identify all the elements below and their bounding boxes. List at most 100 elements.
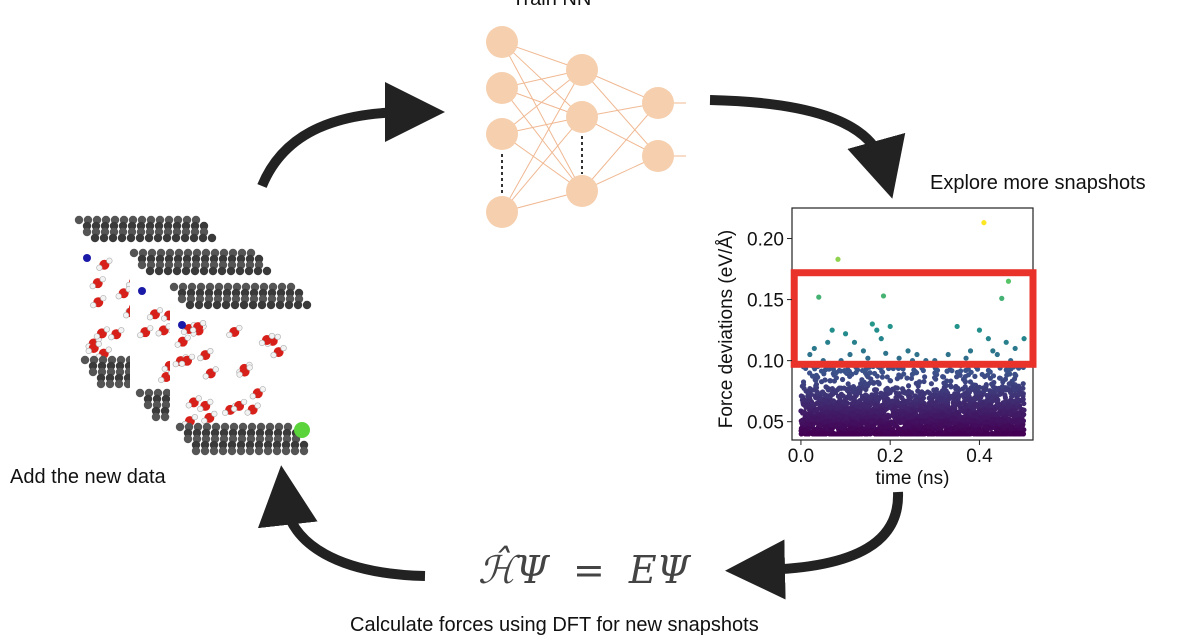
carbon-atom [161, 394, 171, 404]
data-point [1012, 392, 1018, 398]
carbon-atom [96, 373, 106, 383]
carbon-atom [88, 361, 98, 371]
ion-atom [138, 287, 146, 295]
data-point [960, 386, 966, 392]
nn-node [566, 101, 598, 133]
data-point [823, 419, 829, 425]
carbon-atom [126, 233, 136, 243]
carbon-atom [257, 300, 267, 310]
data-point [802, 398, 808, 404]
data-point [955, 385, 961, 391]
data-point [870, 418, 876, 424]
carbon-atom [254, 440, 264, 450]
data-point [965, 417, 971, 423]
hydrogen-atom [230, 405, 238, 413]
carbon-atom [218, 446, 228, 456]
outlier-point [954, 323, 960, 330]
data-point [858, 381, 864, 387]
carbon-atom [91, 221, 101, 231]
hydrogen-atom [115, 293, 122, 300]
x-tick-label: 0.2 [877, 446, 903, 467]
data-point [904, 405, 910, 411]
data-point [837, 421, 843, 427]
data-point [807, 421, 814, 427]
data-point [835, 393, 842, 399]
carbon-atom [226, 266, 236, 276]
data-point [824, 409, 830, 415]
data-point [813, 395, 819, 401]
carbon-atom [191, 254, 201, 264]
data-point [927, 404, 933, 410]
data-point [962, 373, 968, 380]
hydrogen-atom [158, 376, 165, 384]
data-point [956, 411, 962, 418]
carbon-atom [152, 394, 162, 404]
hydrogen-atom [90, 302, 97, 309]
hydrogen-atom [240, 398, 248, 406]
data-point [905, 413, 911, 419]
data-point [942, 392, 949, 399]
data-point [847, 431, 853, 437]
data-point [879, 369, 886, 375]
data-point [917, 392, 923, 398]
data-point [957, 431, 963, 437]
carbon-atom [227, 254, 237, 264]
data-point [1000, 379, 1006, 385]
data-point [887, 388, 893, 394]
equation-equals: = [572, 548, 605, 592]
carbon-atom [200, 254, 210, 264]
data-point [982, 424, 989, 430]
outlier-point [869, 321, 875, 327]
data-point [901, 388, 907, 395]
carbon-atom [236, 254, 246, 264]
data-point [893, 390, 900, 396]
arrow-to-train [257, 82, 445, 188]
carbon-atom [222, 288, 232, 298]
carbon-atom [281, 440, 291, 450]
carbon-atom [255, 428, 265, 438]
data-point [989, 395, 995, 401]
data-point [833, 422, 839, 428]
data-point [949, 368, 955, 374]
data-point [856, 422, 862, 428]
data-point [809, 416, 815, 423]
hydrogen-atom [236, 371, 243, 378]
nn-edge [501, 41, 583, 192]
x-tick-label: 0.4 [966, 446, 993, 467]
carbon-atom [200, 446, 210, 456]
data-point [962, 403, 969, 410]
data-point [1008, 390, 1014, 396]
data-point [820, 389, 826, 395]
carbon-atom [194, 300, 204, 310]
data-point [916, 379, 923, 386]
carbon-atom [115, 361, 125, 371]
data-point [833, 369, 840, 376]
carbon-atom [294, 288, 304, 298]
data-point [827, 413, 834, 419]
data-point [924, 419, 930, 425]
carbon-atom [105, 379, 115, 389]
carbon-atom [254, 446, 264, 456]
data-point [868, 427, 875, 433]
hydrogen-atom [100, 295, 107, 302]
data-point [1017, 390, 1023, 396]
carbon-atom [236, 440, 246, 450]
data-point [922, 374, 928, 380]
hydrogen-atom [191, 414, 198, 421]
data-point [994, 431, 1001, 437]
hydrogen-atom [146, 314, 154, 321]
data-point [840, 393, 846, 399]
carbon-atom [275, 300, 285, 310]
carbon-atom [236, 446, 246, 456]
data-point [960, 392, 967, 398]
nn-edge [501, 69, 583, 213]
data-point [850, 400, 856, 406]
data-point [986, 403, 992, 409]
carbon-atom [249, 288, 259, 298]
hydrogen-atom [226, 331, 233, 339]
carbon-atom [246, 428, 256, 438]
carbon-atom [183, 428, 193, 438]
data-point [875, 379, 881, 385]
carbon-atom [227, 446, 237, 456]
carbon-atom [239, 300, 249, 310]
